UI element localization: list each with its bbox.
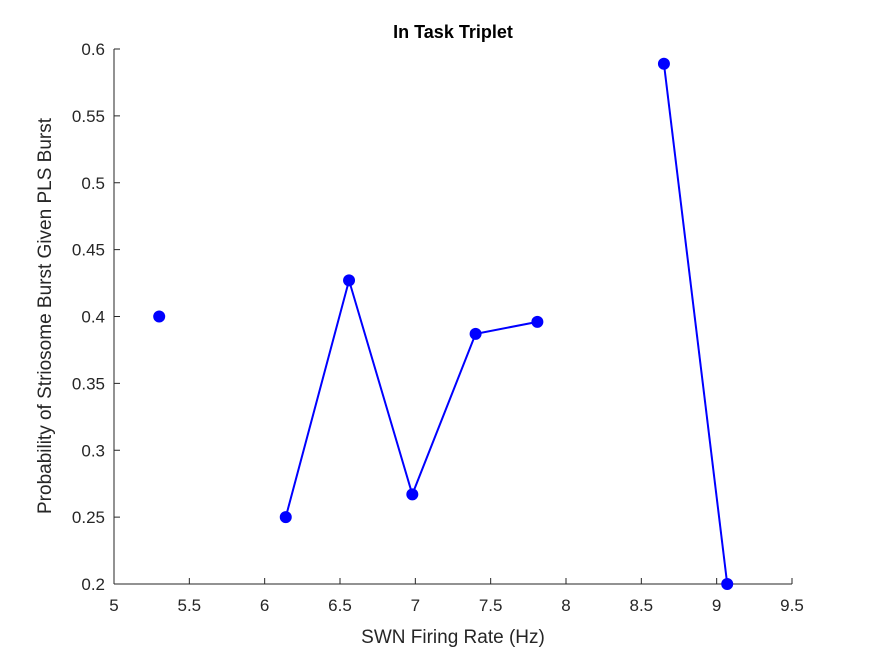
series-group [153, 57, 734, 590]
data-point [343, 274, 356, 287]
data-point [469, 327, 482, 340]
x-tick-label: 5.5 [178, 596, 202, 615]
x-tick-label: 8 [561, 596, 570, 615]
x-tick-label: 6 [260, 596, 269, 615]
data-point [153, 310, 166, 323]
y-axis-label: Probability of Striosome Burst Given PLS… [35, 117, 56, 514]
x-tick-label: 9.5 [780, 596, 804, 615]
x-tick-label: 6.5 [328, 596, 352, 615]
data-point [279, 511, 292, 524]
series-line-segment [662, 63, 729, 585]
data-point [406, 488, 419, 501]
x-tick-label: 9 [712, 596, 721, 615]
x-tick-label: 5 [109, 596, 118, 615]
x-axis-label: SWN Firing Rate (Hz) [361, 627, 545, 648]
y-tick-label: 0.45 [72, 241, 105, 260]
series-line-segment [284, 276, 538, 518]
x-tick-label: 7 [411, 596, 420, 615]
x-tick-label: 8.5 [630, 596, 654, 615]
y-tick-label: 0.4 [81, 308, 105, 327]
x-ticks: 5 5.5 6 6.5 7 7.5 8 8.5 9 9.5 [109, 578, 804, 615]
y-tick-label: 0.6 [81, 40, 105, 59]
data-point [721, 578, 734, 590]
y-tick-label: 0.5 [81, 174, 105, 193]
y-ticks: 0.2 0.25 0.3 0.35 0.4 0.45 0.5 0.55 0.6 [72, 40, 120, 594]
y-tick-label: 0.2 [81, 575, 105, 594]
chart-title: In Task Triplet [393, 22, 513, 42]
y-tick-label: 0.55 [72, 107, 105, 126]
data-point [657, 57, 670, 70]
data-point [531, 315, 544, 328]
axes [113, 49, 792, 585]
y-tick-label: 0.25 [72, 508, 105, 527]
y-tick-label: 0.35 [72, 374, 105, 393]
y-tick-label: 0.3 [81, 441, 105, 460]
x-tick-label: 7.5 [479, 596, 503, 615]
